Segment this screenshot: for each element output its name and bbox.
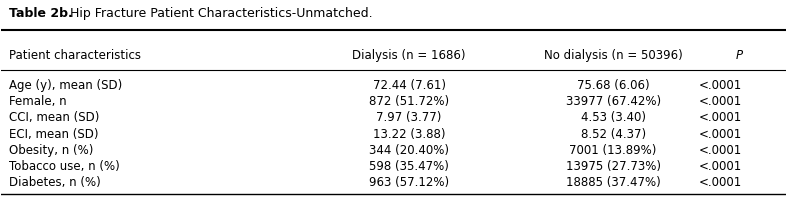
Text: Table 2b.: Table 2b. [9,7,73,20]
Text: 13975 (27.73%): 13975 (27.73%) [566,160,660,172]
Text: <.0001: <.0001 [699,95,742,109]
Text: Hip Fracture Patient Characteristics-Unmatched.: Hip Fracture Patient Characteristics-Unm… [65,7,372,20]
Text: Diabetes, n (%): Diabetes, n (%) [9,176,101,188]
Text: P: P [735,49,742,62]
Text: CCI, mean (SD): CCI, mean (SD) [9,111,100,125]
Text: <.0001: <.0001 [699,128,742,141]
Text: <.0001: <.0001 [699,160,742,172]
Text: 8.52 (4.37): 8.52 (4.37) [581,128,645,141]
Text: ECI, mean (SD): ECI, mean (SD) [9,128,98,141]
Text: 13.22 (3.88): 13.22 (3.88) [373,128,445,141]
Text: 598 (35.47%): 598 (35.47%) [369,160,449,172]
Text: Dialysis (n = 1686): Dialysis (n = 1686) [353,49,466,62]
Text: <.0001: <.0001 [699,79,742,92]
Text: 33977 (67.42%): 33977 (67.42%) [566,95,660,109]
Text: 963 (57.12%): 963 (57.12%) [369,176,449,188]
Text: Patient characteristics: Patient characteristics [9,49,141,62]
Text: <.0001: <.0001 [699,111,742,125]
Text: 72.44 (7.61): 72.44 (7.61) [373,79,445,92]
Text: <.0001: <.0001 [699,144,742,156]
Text: <.0001: <.0001 [699,176,742,188]
Text: Tobacco use, n (%): Tobacco use, n (%) [9,160,120,172]
Text: No dialysis (n = 50396): No dialysis (n = 50396) [544,49,682,62]
Text: 7001 (13.89%): 7001 (13.89%) [570,144,657,156]
Text: 4.53 (3.40): 4.53 (3.40) [581,111,645,125]
Text: 7.97 (3.77): 7.97 (3.77) [376,111,442,125]
Text: 75.68 (6.06): 75.68 (6.06) [577,79,649,92]
Text: Age (y), mean (SD): Age (y), mean (SD) [9,79,123,92]
Text: Female, n: Female, n [9,95,67,109]
Text: 872 (51.72%): 872 (51.72%) [369,95,449,109]
Text: Obesity, n (%): Obesity, n (%) [9,144,94,156]
Text: 18885 (37.47%): 18885 (37.47%) [566,176,660,188]
Text: 344 (20.40%): 344 (20.40%) [369,144,449,156]
